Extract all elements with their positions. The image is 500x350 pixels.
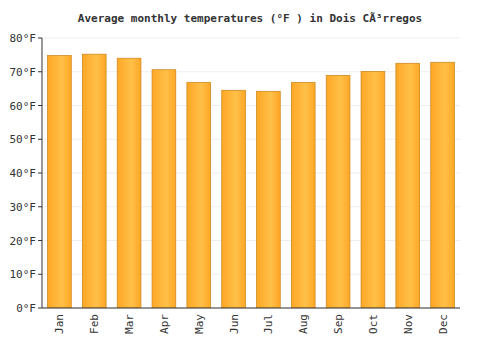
title: Average monthly temperatures (°F ) in Do… — [78, 12, 422, 25]
y-tick-label: 0°F — [16, 302, 36, 315]
tick-mark — [38, 105, 42, 106]
x-tick-label: Sep — [332, 314, 345, 334]
y-tick-label: 50°F — [10, 133, 37, 146]
tick-mark — [38, 308, 42, 309]
bar — [431, 62, 455, 308]
bar — [291, 83, 315, 308]
y-tick-label: 70°F — [10, 66, 37, 79]
y-tick-label: 30°F — [10, 201, 37, 214]
bar — [48, 56, 72, 308]
x-tick-label: Apr — [158, 314, 171, 334]
tick-mark — [38, 206, 42, 207]
y-axis — [42, 38, 43, 308]
x-tick-label: Jun — [228, 314, 241, 334]
tick-mark — [38, 173, 42, 174]
grid-line — [42, 38, 460, 39]
y-tick-label: 20°F — [10, 235, 37, 248]
x-tick-label: Aug — [297, 314, 310, 334]
x-tick-label: Oct — [367, 314, 380, 334]
x-tick-label: Feb — [88, 314, 101, 334]
bar — [396, 63, 420, 308]
tick-mark — [38, 71, 42, 72]
chart-container: Average monthly temperatures (°F ) in Do… — [0, 0, 500, 350]
x-tick-label: Mar — [123, 314, 136, 334]
bar — [117, 58, 141, 308]
bars — [48, 54, 455, 308]
bar — [82, 54, 106, 308]
tick-mark — [38, 139, 42, 140]
x-tick-label: Dec — [437, 314, 450, 334]
x-tick-label: May — [193, 314, 206, 334]
tick-mark — [38, 38, 42, 39]
bar — [361, 71, 385, 308]
bar — [187, 83, 211, 308]
y-tick-label: 80°F — [10, 32, 37, 45]
x-axis — [42, 308, 460, 309]
x-tick-label: Jul — [262, 314, 275, 334]
bar — [326, 75, 350, 308]
y-tick-label: 40°F — [10, 167, 37, 180]
bar — [257, 91, 281, 308]
bar — [222, 90, 246, 308]
tick-mark — [38, 274, 42, 275]
chart: Average monthly temperatures (°F ) in Do… — [0, 0, 500, 350]
grid-line — [42, 308, 460, 309]
x-tick-label: Nov — [402, 314, 415, 334]
y-tick-label: 60°F — [10, 100, 37, 113]
x-tick-label: Jan — [53, 314, 66, 334]
tick-mark — [38, 240, 42, 241]
y-tick-label: 10°F — [10, 268, 37, 281]
bar — [152, 70, 176, 308]
